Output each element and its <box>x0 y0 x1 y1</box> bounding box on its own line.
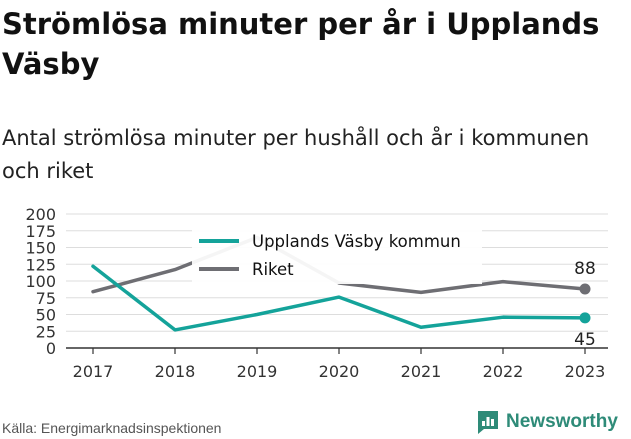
series-line-kommun <box>91 264 587 332</box>
legend-box <box>192 224 482 284</box>
y-tick-label: 75 <box>36 289 56 308</box>
y-tick-label: 25 <box>36 322 56 341</box>
legend-label-kommun: Upplands Väsby kommun <box>252 232 461 251</box>
x-tick-label: 2018 <box>155 362 196 381</box>
brand-name: Newsworthy <box>506 411 618 432</box>
x-tick-label: 2021 <box>401 362 442 381</box>
x-tick-label: 2020 <box>319 362 360 381</box>
newsworthy-logo-icon <box>478 411 498 434</box>
chart-subtitle: Antal strömlösa minuter per hushåll och … <box>2 126 590 183</box>
x-tick-label: 2022 <box>483 362 524 381</box>
x-tick-label: 2017 <box>73 362 114 381</box>
y-tick-label: 200 <box>25 205 56 224</box>
end-labels: 45 88 <box>574 259 596 350</box>
legend: Upplands Väsby kommun Riket <box>192 224 482 284</box>
chart-title: Strömlösa minuter per år i Upplands Väsb… <box>2 7 600 81</box>
y-tick-label: 175 <box>25 222 56 241</box>
y-tick-label: 125 <box>25 255 56 274</box>
y-tick-label: 100 <box>25 272 56 291</box>
end-value-label-riket: 88 <box>574 259 596 279</box>
end-marker-riket <box>579 283 591 295</box>
y-tick-label: 0 <box>46 339 56 358</box>
x-axis: 2017 2018 2019 2020 2021 2022 2023 <box>73 348 606 381</box>
y-tick-label: 150 <box>25 239 56 258</box>
brand-logo[interactable]: Newsworthy <box>476 408 618 436</box>
y-tick-label: 50 <box>36 306 56 325</box>
source-note: Källa: Energimarknadsinspektionen <box>2 420 222 436</box>
legend-label-riket: Riket <box>252 260 294 279</box>
x-tick-label: 2019 <box>237 362 278 381</box>
x-tick-label: 2023 <box>565 362 606 381</box>
end-marker-kommun <box>579 312 591 324</box>
end-value-label-kommun: 45 <box>574 330 596 350</box>
